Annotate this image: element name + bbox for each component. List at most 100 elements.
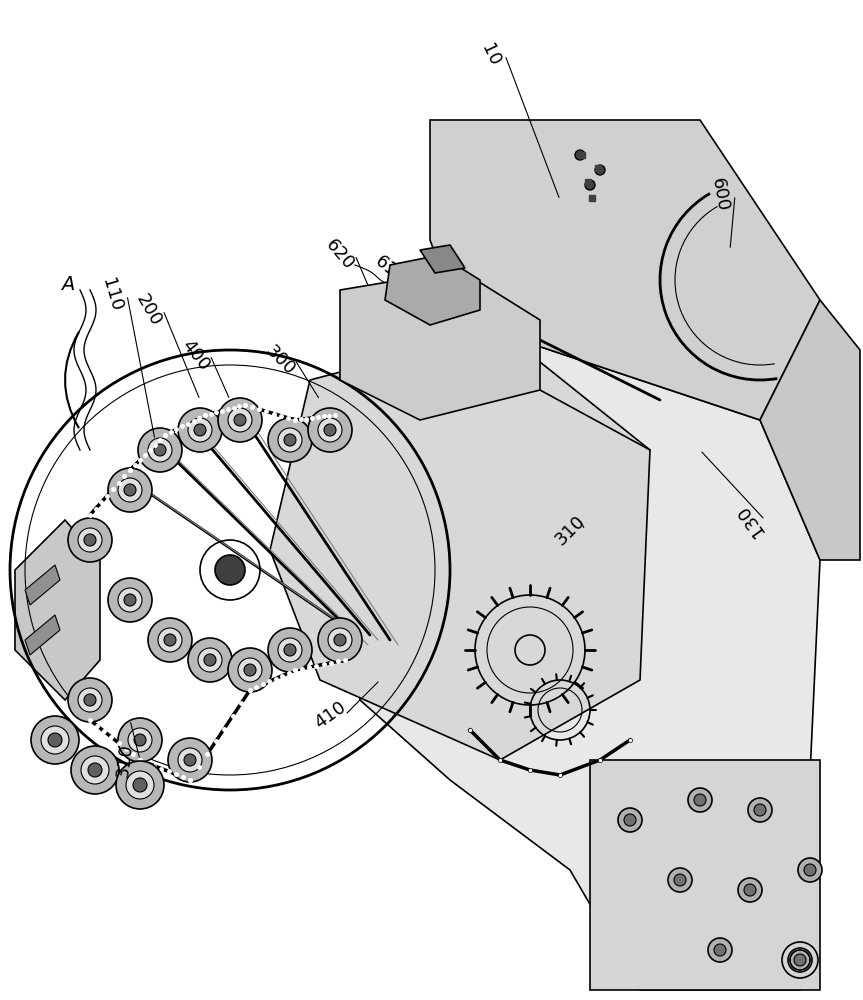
Polygon shape	[15, 520, 100, 700]
Circle shape	[278, 638, 302, 662]
Circle shape	[184, 754, 196, 766]
Circle shape	[126, 771, 154, 799]
Circle shape	[278, 428, 302, 452]
Circle shape	[318, 618, 362, 662]
Circle shape	[328, 628, 352, 652]
Circle shape	[116, 761, 164, 809]
Circle shape	[708, 938, 732, 962]
Circle shape	[334, 634, 346, 646]
Circle shape	[194, 424, 206, 436]
Circle shape	[188, 418, 212, 442]
Circle shape	[118, 478, 142, 502]
Circle shape	[168, 738, 212, 782]
Circle shape	[108, 578, 152, 622]
Circle shape	[455, 315, 505, 365]
Circle shape	[754, 804, 766, 816]
Circle shape	[575, 150, 585, 160]
Circle shape	[688, 788, 712, 812]
Text: 310: 310	[551, 512, 589, 548]
Circle shape	[694, 794, 706, 806]
Circle shape	[788, 948, 812, 972]
Circle shape	[585, 180, 595, 190]
Text: 200: 200	[132, 291, 164, 329]
Text: 10: 10	[477, 41, 503, 69]
Text: 620: 620	[322, 236, 358, 274]
Circle shape	[244, 664, 256, 676]
Circle shape	[308, 408, 352, 452]
Polygon shape	[420, 245, 465, 273]
Circle shape	[624, 814, 636, 826]
Circle shape	[118, 588, 142, 612]
Circle shape	[324, 424, 336, 436]
Circle shape	[128, 728, 152, 752]
Circle shape	[228, 648, 272, 692]
Circle shape	[595, 165, 605, 175]
Circle shape	[81, 756, 109, 784]
Circle shape	[668, 868, 692, 892]
Circle shape	[470, 330, 490, 350]
Circle shape	[798, 858, 822, 882]
Circle shape	[84, 694, 96, 706]
Circle shape	[268, 418, 312, 462]
Polygon shape	[25, 565, 60, 605]
Circle shape	[178, 408, 222, 452]
Circle shape	[744, 884, 756, 896]
Circle shape	[124, 594, 136, 606]
Polygon shape	[340, 270, 540, 420]
Text: 410: 410	[311, 698, 350, 732]
Circle shape	[714, 944, 726, 956]
Text: 300: 300	[261, 342, 299, 378]
Circle shape	[204, 654, 216, 666]
Circle shape	[284, 434, 296, 446]
Text: 310: 310	[114, 742, 136, 778]
Circle shape	[238, 658, 262, 682]
Circle shape	[674, 874, 686, 886]
Circle shape	[284, 644, 296, 656]
Circle shape	[148, 438, 172, 462]
Polygon shape	[430, 120, 820, 420]
Circle shape	[158, 628, 182, 652]
Circle shape	[134, 734, 146, 746]
Text: 610: 610	[371, 252, 409, 288]
Circle shape	[804, 864, 816, 876]
Circle shape	[41, 726, 69, 754]
Text: 110: 110	[98, 276, 125, 314]
Circle shape	[31, 716, 79, 764]
Circle shape	[78, 528, 102, 552]
Circle shape	[228, 408, 252, 432]
Circle shape	[138, 428, 182, 472]
Text: A: A	[61, 275, 75, 294]
Circle shape	[188, 638, 232, 682]
Circle shape	[318, 418, 342, 442]
Circle shape	[71, 746, 119, 794]
Circle shape	[215, 555, 245, 585]
Polygon shape	[270, 330, 650, 760]
Polygon shape	[385, 255, 480, 325]
Polygon shape	[760, 300, 860, 560]
Circle shape	[748, 798, 772, 822]
Circle shape	[234, 414, 246, 426]
Circle shape	[154, 444, 166, 456]
Circle shape	[84, 534, 96, 546]
Circle shape	[148, 618, 192, 662]
Polygon shape	[350, 320, 820, 990]
Polygon shape	[590, 760, 820, 990]
Circle shape	[48, 733, 62, 747]
Circle shape	[268, 628, 312, 672]
Circle shape	[78, 688, 102, 712]
Text: 400: 400	[178, 336, 212, 374]
Text: 600: 600	[709, 177, 732, 213]
Circle shape	[164, 634, 176, 646]
Circle shape	[108, 468, 152, 512]
Circle shape	[178, 748, 202, 772]
Circle shape	[218, 398, 262, 442]
Polygon shape	[25, 615, 60, 655]
Circle shape	[618, 808, 642, 832]
Circle shape	[198, 648, 222, 672]
Circle shape	[794, 954, 806, 966]
Circle shape	[133, 778, 147, 792]
Circle shape	[738, 878, 762, 902]
Circle shape	[124, 484, 136, 496]
Circle shape	[68, 518, 112, 562]
Circle shape	[118, 718, 162, 762]
